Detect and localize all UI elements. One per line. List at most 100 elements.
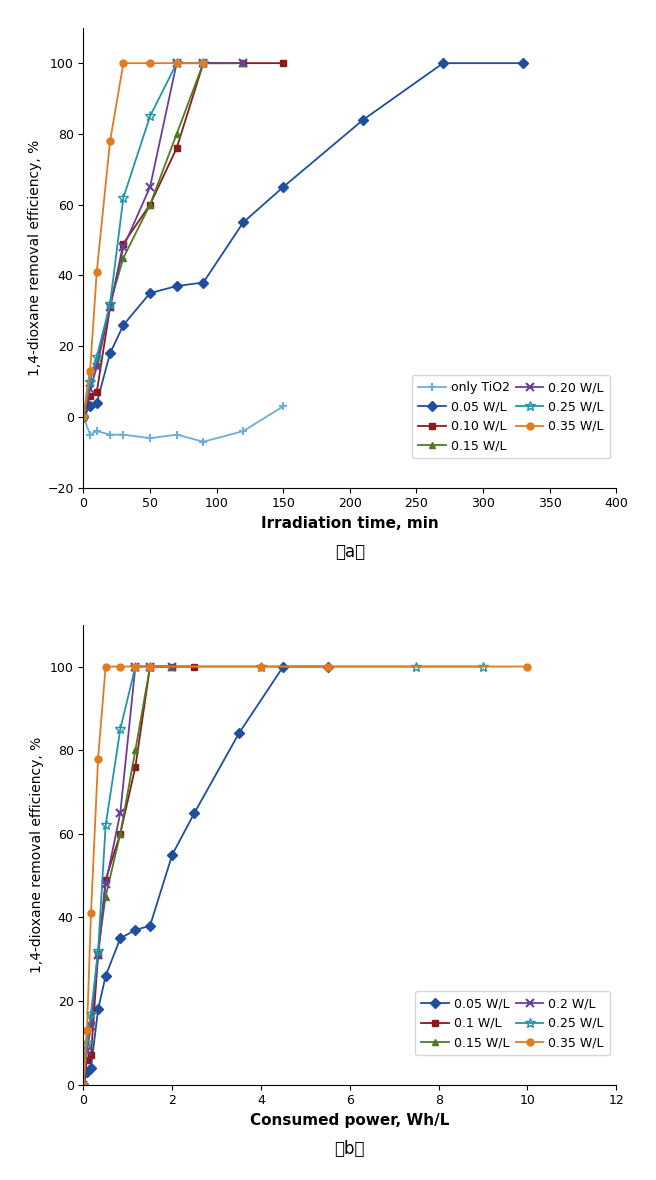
0.15 W/L: [239, 57, 247, 71]
only TiO2: [146, 431, 154, 445]
0.15 W/L: [102, 890, 110, 904]
0.05 W/L: [94, 1002, 102, 1016]
0.10 W/L: [86, 388, 94, 402]
0.10 W/L: [106, 300, 114, 314]
only TiO2: [239, 424, 247, 438]
0.25 W/L: [146, 660, 154, 674]
0.1 W/L: [116, 827, 124, 841]
0.25 W/L: [413, 660, 420, 674]
Line: 0.05 W/L: 0.05 W/L: [80, 60, 527, 420]
0.1 W/L: [190, 660, 198, 674]
0.10 W/L: [119, 236, 127, 250]
0.25 W/L: [146, 109, 154, 123]
0.10 W/L: [92, 385, 100, 399]
0.35 W/L: [83, 1023, 91, 1037]
0.1 W/L: [83, 1053, 91, 1067]
0.05 W/L: [519, 57, 527, 71]
0.35 W/L: [102, 660, 110, 674]
0.25 W/L: [83, 1036, 91, 1050]
0.25 W/L: [79, 1077, 87, 1092]
0.35 W/L: [116, 660, 124, 674]
0.05 W/L: [79, 409, 87, 424]
0.15 W/L: [173, 126, 180, 140]
0.25 W/L: [131, 660, 139, 674]
0.35 W/L: [146, 660, 154, 674]
0.15 W/L: [119, 250, 127, 264]
0.25 W/L: [87, 1007, 95, 1021]
0.25 W/L: [173, 57, 180, 71]
0.20 W/L: [146, 179, 154, 194]
0.05 W/L: [439, 57, 447, 71]
Line: 0.10 W/L: 0.10 W/L: [80, 60, 287, 420]
0.2 W/L: [169, 660, 176, 674]
0.35 W/L: [131, 660, 139, 674]
0.05 W/L: [169, 847, 176, 861]
0.2 W/L: [102, 877, 110, 891]
0.15 W/L: [83, 1023, 91, 1037]
0.15 W/L: [106, 296, 114, 310]
0.05 W/L: [279, 179, 287, 194]
0.35 W/L: [257, 660, 265, 674]
Line: 0.1 W/L: 0.1 W/L: [80, 663, 198, 1088]
only TiO2: [106, 427, 114, 441]
0.15 W/L: [131, 743, 139, 758]
0.05 W/L: [199, 275, 207, 289]
Line: 0.20 W/L: 0.20 W/L: [79, 59, 247, 421]
0.05 W/L: [83, 1066, 91, 1080]
Line: 0.35 W/L: 0.35 W/L: [80, 663, 531, 1088]
0.05 W/L: [102, 969, 110, 983]
0.25 W/L: [106, 296, 114, 310]
0.05 W/L: [119, 317, 127, 332]
only TiO2: [92, 424, 100, 438]
0.35 W/L: [92, 264, 100, 278]
0.20 W/L: [199, 57, 207, 71]
only TiO2: [279, 399, 287, 413]
0.35 W/L: [119, 57, 127, 71]
0.15 W/L: [86, 363, 94, 378]
0.25 W/L: [94, 944, 102, 958]
only TiO2: [119, 427, 127, 441]
X-axis label: Irradiation time, min: Irradiation time, min: [261, 516, 439, 531]
Text: （a）: （a）: [335, 543, 365, 560]
0.35 W/L: [87, 906, 95, 920]
only TiO2: [79, 409, 87, 424]
0.10 W/L: [146, 197, 154, 211]
0.10 W/L: [279, 57, 287, 71]
Y-axis label: 1,4-dioxane removal efficiency, %: 1,4-dioxane removal efficiency, %: [30, 736, 44, 972]
Text: （b）: （b）: [335, 1140, 365, 1158]
0.05 W/L: [116, 931, 124, 945]
0.05 W/L: [87, 1061, 95, 1075]
0.15 W/L: [94, 944, 102, 958]
Line: 0.35 W/L: 0.35 W/L: [80, 60, 207, 420]
0.05 W/L: [359, 112, 367, 126]
0.20 W/L: [106, 300, 114, 314]
only TiO2: [199, 434, 207, 448]
0.05 W/L: [79, 1077, 87, 1092]
0.05 W/L: [146, 286, 154, 300]
0.05 W/L: [323, 660, 331, 674]
0.2 W/L: [94, 948, 102, 962]
0.2 W/L: [79, 1077, 87, 1092]
0.25 W/L: [79, 409, 87, 424]
0.05 W/L: [92, 395, 100, 409]
0.35 W/L: [86, 363, 94, 378]
X-axis label: Consumed power, Wh/L: Consumed power, Wh/L: [250, 1113, 449, 1128]
0.10 W/L: [173, 140, 180, 155]
0.2 W/L: [83, 1044, 91, 1058]
0.1 W/L: [87, 1048, 95, 1062]
only TiO2: [173, 427, 180, 441]
Line: 0.25 W/L: 0.25 W/L: [79, 58, 208, 421]
0.05 W/L: [239, 215, 247, 229]
0.35 W/L: [146, 57, 154, 71]
0.35 W/L: [79, 1077, 87, 1092]
0.25 W/L: [119, 190, 127, 204]
Line: 0.15 W/L: 0.15 W/L: [80, 663, 176, 1088]
0.15 W/L: [146, 197, 154, 211]
0.05 W/L: [131, 923, 139, 937]
Line: 0.2 W/L: 0.2 W/L: [79, 662, 176, 1089]
0.15 W/L: [79, 409, 87, 424]
0.15 W/L: [87, 1015, 95, 1029]
0.20 W/L: [86, 381, 94, 395]
0.1 W/L: [146, 660, 154, 674]
0.35 W/L: [79, 409, 87, 424]
